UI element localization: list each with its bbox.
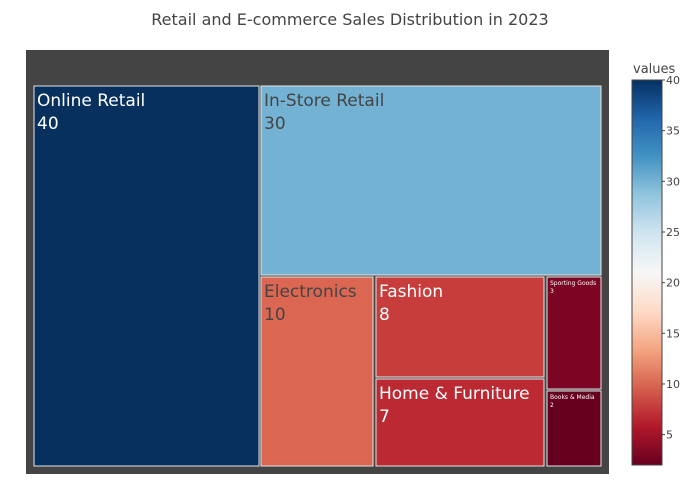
tile-value-home-furniture: 7 [379, 407, 390, 427]
tile-rect-online-retail [33, 85, 260, 467]
colorbar-title: values [633, 62, 676, 77]
chart-title: Retail and E-commerce Sales Distribution… [151, 10, 548, 29]
tile-label-books-media: Books & Media [550, 394, 595, 401]
tile-label-in-store-retail: In-Store Retail [264, 91, 384, 111]
tile-value-books-media: 2 [550, 402, 554, 409]
tile-rect-in-store-retail [260, 85, 602, 276]
colorbar-tick-label: 20 [666, 277, 680, 290]
tile-rect-fashion [375, 276, 545, 378]
tile-value-sporting-goods: 3 [550, 288, 554, 295]
tile-value-online-retail: 40 [37, 114, 59, 134]
tile-in-store-retail[interactable]: In-Store Retail 30 [260, 85, 602, 276]
tile-value-electronics: 10 [264, 305, 286, 325]
tile-label-online-retail: Online Retail [37, 91, 145, 111]
tile-rect-electronics [260, 276, 374, 467]
treemap-tiles: Online Retail 40 In-Store Retail 30 Electron… [33, 85, 602, 467]
colorbar-tick-label: 35 [666, 125, 680, 138]
tile-label-sporting-goods: Sporting Goods [550, 280, 596, 287]
colorbar-tick-label: 15 [666, 327, 680, 340]
colorbar-ticks: 5 10 15 20 25 30 35 40 [662, 74, 680, 442]
colorbar-tick-label: 30 [666, 175, 680, 188]
tile-fashion[interactable]: Fashion 8 [375, 276, 545, 378]
tile-rect-home-furniture [375, 378, 545, 467]
tile-label-electronics: Electronics [264, 282, 357, 302]
tile-electronics[interactable]: Electronics 10 [260, 276, 374, 467]
colorbar-tick-label: 10 [666, 378, 680, 391]
tile-rect-sporting-goods [546, 276, 602, 390]
colorbar-tick-label: 5 [666, 429, 673, 442]
tile-label-fashion: Fashion [379, 282, 443, 302]
tile-label-home-furniture: Home & Furniture [379, 384, 530, 404]
tile-value-fashion: 8 [379, 305, 390, 325]
colorbar-tick-label: 25 [666, 226, 680, 239]
tile-rect-books-media [546, 390, 602, 467]
colorbar-tick-label: 40 [666, 74, 680, 87]
tile-home-furniture[interactable]: Home & Furniture 7 [375, 378, 545, 467]
tile-online-retail[interactable]: Online Retail 40 [33, 85, 260, 467]
tile-value-in-store-retail: 30 [264, 114, 286, 134]
colorbar [631, 79, 663, 466]
